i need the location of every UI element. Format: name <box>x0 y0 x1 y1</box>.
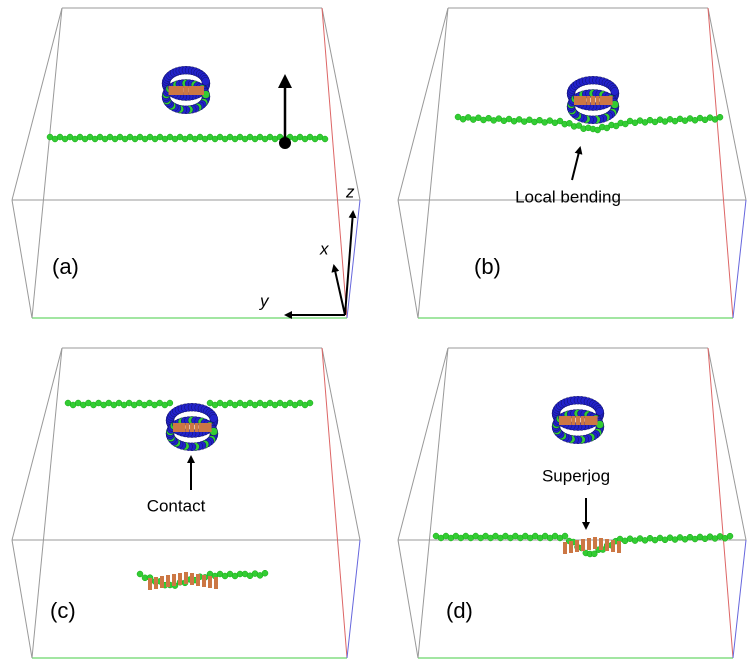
atom <box>180 86 184 95</box>
atom <box>617 541 621 553</box>
figure: z x y (a) (b) (c) (d) Local bending Cont… <box>0 0 749 659</box>
atom <box>202 423 206 432</box>
box-edge <box>347 540 360 658</box>
atom <box>596 407 604 415</box>
atom <box>587 538 591 550</box>
atom <box>569 541 573 553</box>
atom <box>178 573 182 585</box>
atom <box>195 423 199 432</box>
boxes <box>12 8 746 658</box>
annotation: Local bending <box>515 187 621 206</box>
atom <box>208 576 212 588</box>
atom <box>154 577 158 589</box>
box-edge <box>418 348 448 658</box>
box-edge <box>733 200 746 318</box>
bending-arrow <box>572 148 580 180</box>
axis-label: z <box>345 182 355 201</box>
atom <box>185 423 189 432</box>
atom <box>184 86 188 95</box>
arrows <box>191 78 586 528</box>
panel-label: (b) <box>474 254 501 279</box>
box-edge <box>12 348 62 540</box>
atom <box>214 577 218 589</box>
atom <box>575 540 579 552</box>
atom <box>596 96 600 105</box>
atom <box>603 96 607 105</box>
atom <box>199 423 203 432</box>
atom <box>322 136 328 142</box>
atom <box>196 574 200 586</box>
box-edge <box>708 348 746 540</box>
atom <box>717 114 723 120</box>
atom <box>192 86 196 95</box>
box-edge <box>12 8 62 200</box>
atom <box>574 96 578 105</box>
panel-label: (a) <box>52 254 79 279</box>
atom <box>586 96 590 105</box>
atom <box>582 96 586 105</box>
atom <box>188 86 192 95</box>
atom <box>172 574 176 586</box>
annotation: Superjog <box>542 466 610 485</box>
motion-origin <box>279 137 291 149</box>
atom <box>611 540 615 552</box>
atom <box>567 416 571 425</box>
panel-label: (d) <box>446 598 473 623</box>
axis-label: x <box>319 239 329 258</box>
box-edge <box>398 348 448 540</box>
box-edge <box>398 540 418 658</box>
atom <box>611 87 619 95</box>
atom <box>262 570 268 576</box>
box-edge <box>418 8 448 318</box>
atom <box>576 416 580 425</box>
atom <box>137 571 143 577</box>
box-edge <box>398 200 418 318</box>
atom <box>167 400 173 406</box>
atom <box>210 414 218 422</box>
box-edge <box>322 348 347 658</box>
atom <box>563 542 567 554</box>
atom <box>599 538 603 550</box>
box-edge <box>398 8 448 200</box>
atom <box>591 96 595 105</box>
atom <box>727 533 733 539</box>
box-edge <box>708 8 733 318</box>
atom <box>169 86 173 95</box>
atom <box>600 96 604 105</box>
box-edge <box>12 200 32 318</box>
annotation: Contact <box>147 496 206 515</box>
atom <box>605 539 609 551</box>
atom <box>559 416 563 425</box>
box-edge <box>708 348 733 658</box>
atom <box>562 533 568 539</box>
atom <box>593 537 597 549</box>
atom <box>202 77 210 85</box>
atom <box>581 539 585 551</box>
panel-label: (c) <box>50 598 76 623</box>
atom <box>588 416 592 425</box>
atom <box>571 416 575 425</box>
axis-label: y <box>259 291 270 310</box>
atom <box>190 423 194 432</box>
atom <box>585 416 589 425</box>
box-edge <box>733 540 746 658</box>
atom <box>581 416 585 425</box>
atom <box>202 575 206 587</box>
atom <box>184 572 188 584</box>
box-edge <box>708 8 746 200</box>
atom <box>173 423 177 432</box>
atom <box>160 576 164 588</box>
atom <box>190 573 194 585</box>
box-edge <box>322 8 360 200</box>
atom <box>148 578 152 590</box>
atom <box>181 423 185 432</box>
box-edge <box>322 348 360 540</box>
atom <box>307 400 313 406</box>
box-edge <box>12 540 32 658</box>
atom <box>166 575 170 587</box>
